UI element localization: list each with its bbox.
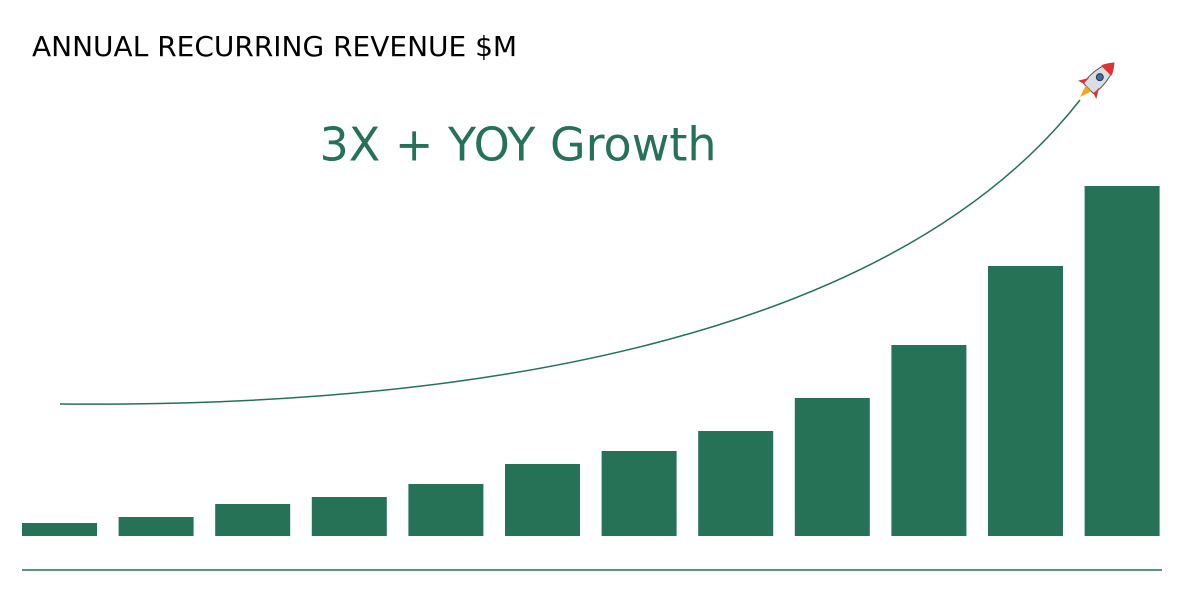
annotation: 3X + YOY Growth xyxy=(319,118,716,172)
growth-curve xyxy=(59,99,1081,405)
bar xyxy=(601,451,677,536)
bar xyxy=(22,523,97,536)
bar xyxy=(891,345,967,536)
bar xyxy=(698,431,774,536)
bar xyxy=(988,266,1063,536)
bar xyxy=(408,484,484,536)
bar xyxy=(794,398,870,536)
bar xyxy=(118,517,194,536)
rocket-icon xyxy=(1077,62,1115,100)
bar xyxy=(215,504,291,536)
chart-title: ANNUAL RECURRING REVENUE $M xyxy=(32,30,517,63)
bar xyxy=(311,497,387,536)
bar xyxy=(505,464,580,536)
bar xyxy=(1084,186,1160,536)
